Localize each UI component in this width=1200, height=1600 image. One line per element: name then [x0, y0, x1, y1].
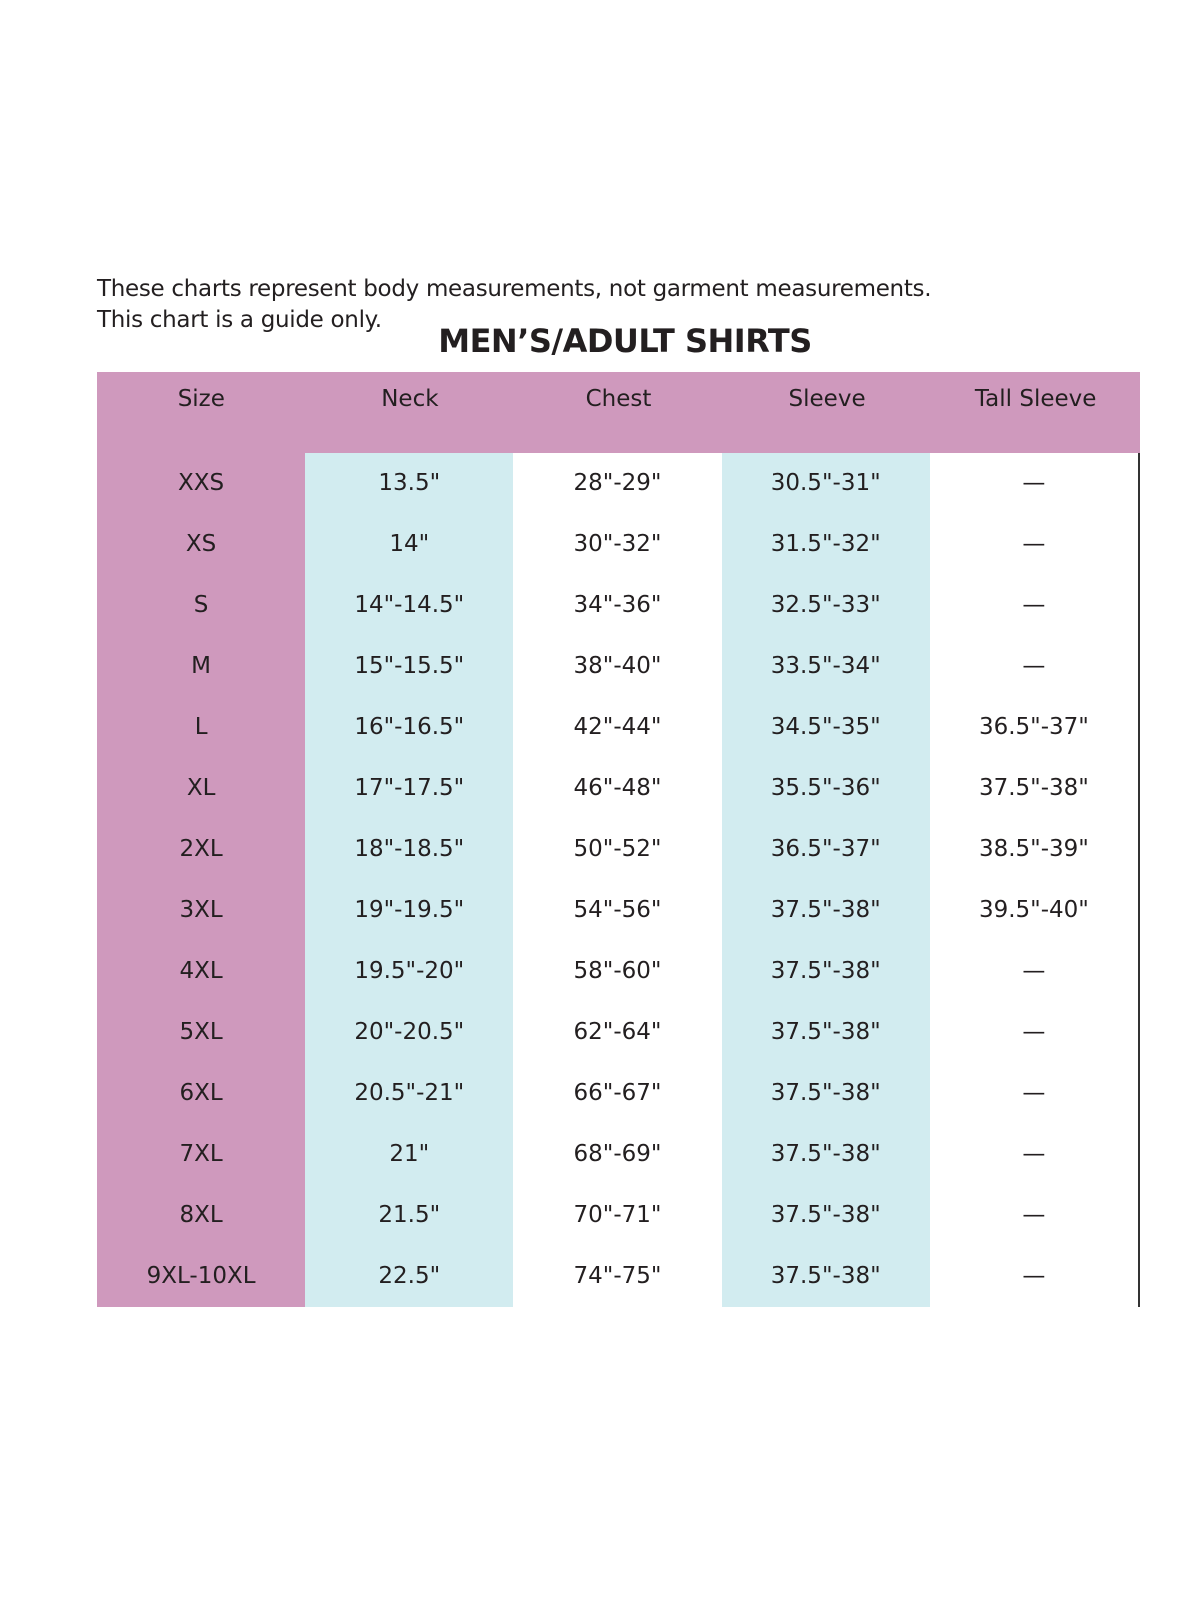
- cell-neck: 19"-19.5": [305, 880, 514, 941]
- table-row: 7XL 21" 68"-69" 37.5"-38" —: [97, 1124, 1138, 1185]
- cell-sleeve: 31.5"-32": [721, 514, 930, 575]
- cell-tall-sleeve: —: [1022, 1263, 1046, 1289]
- column-header-sleeve: Sleeve: [788, 386, 866, 412]
- cell-neck: 13.5": [305, 453, 514, 514]
- table-row: 9XL-10XL 22.5" 74"-75" 37.5"-38" —: [97, 1246, 1138, 1307]
- cell-tall-sleeve: —: [1022, 1202, 1046, 1228]
- cell-tall-sleeve: —: [1022, 1019, 1046, 1045]
- cell-chest: 62"-64": [573, 1019, 662, 1045]
- column-header-size: Size: [177, 386, 225, 412]
- column-header-chest: Chest: [585, 386, 652, 412]
- cell-sleeve: 30.5"-31": [721, 453, 930, 514]
- cell-sleeve: 37.5"-38": [721, 1002, 930, 1063]
- cell-size: S: [97, 575, 306, 636]
- cell-sleeve: 36.5"-37": [721, 819, 930, 880]
- table-row: 6XL 20.5"-21" 66"-67" 37.5"-38" —: [97, 1063, 1138, 1124]
- cell-sleeve: 33.5"-34": [721, 636, 930, 697]
- cell-neck: 19.5"-20": [305, 941, 514, 1002]
- cell-tall-sleeve: 39.5"-40": [978, 897, 1089, 923]
- cell-tall-sleeve: —: [1022, 531, 1046, 557]
- cell-chest: 58"-60": [573, 958, 662, 984]
- table-body: XXS 13.5" 28"-29" 30.5"-31" — XS 14" 30"-32" 31.…: [97, 453, 1140, 1307]
- cell-neck: 14"-14.5": [305, 575, 514, 636]
- cell-chest: 50"-52": [573, 836, 662, 862]
- cell-neck: 21": [305, 1124, 514, 1185]
- size-chart-table: Size Neck Chest Sleeve Tall Sleeve XXS 13.5" 2…: [97, 372, 1140, 1307]
- cell-chest: 30"-32": [573, 531, 662, 557]
- cell-size: XS: [97, 514, 306, 575]
- cell-chest: 46"-48": [573, 775, 662, 801]
- cell-sleeve: 37.5"-38": [721, 1246, 930, 1307]
- cell-size: 2XL: [97, 819, 306, 880]
- note-line: This chart is a guide only.: [97, 307, 382, 333]
- cell-chest: 42"-44": [573, 714, 662, 740]
- cell-tall-sleeve: —: [1022, 653, 1046, 679]
- cell-neck: 21.5": [305, 1185, 514, 1246]
- cell-sleeve: 37.5"-38": [721, 1124, 930, 1185]
- cell-chest: 66"-67": [573, 1080, 662, 1106]
- cell-neck: 15"-15.5": [305, 636, 514, 697]
- cell-neck: 20.5"-21": [305, 1063, 514, 1124]
- cell-neck: 14": [305, 514, 514, 575]
- cell-chest: 74"-75": [573, 1263, 662, 1289]
- table-row: 5XL 20"-20.5" 62"-64" 37.5"-38" —: [97, 1002, 1138, 1063]
- cell-size: XXS: [97, 453, 306, 514]
- table-row: XL 17"-17.5" 46"-48" 35.5"-36" 37.5"-38": [97, 758, 1138, 819]
- cell-tall-sleeve: —: [1022, 1141, 1046, 1167]
- cell-sleeve: 37.5"-38": [721, 1185, 930, 1246]
- cell-chest: 54"-56": [573, 897, 662, 923]
- table-row: XXS 13.5" 28"-29" 30.5"-31" —: [97, 453, 1138, 514]
- column-header-neck: Neck: [381, 386, 439, 412]
- cell-sleeve: 37.5"-38": [721, 880, 930, 941]
- cell-neck: 18"-18.5": [305, 819, 514, 880]
- cell-size: 6XL: [97, 1063, 306, 1124]
- cell-neck: 16"-16.5": [305, 697, 514, 758]
- column-header-tall-sleeve: Tall Sleeve: [974, 386, 1097, 412]
- cell-chest: 68"-69": [573, 1141, 662, 1167]
- table-row: 3XL 19"-19.5" 54"-56" 37.5"-38" 39.5"-40": [97, 880, 1138, 941]
- note-line: These charts represent body measurements…: [97, 276, 932, 302]
- table-row: XS 14" 30"-32" 31.5"-32" —: [97, 514, 1138, 575]
- cell-sleeve: 32.5"-33": [721, 575, 930, 636]
- cell-sleeve: 34.5"-35": [721, 697, 930, 758]
- cell-sleeve: 35.5"-36": [721, 758, 930, 819]
- table-row: 4XL 19.5"-20" 58"-60" 37.5"-38" —: [97, 941, 1138, 1002]
- cell-size: 5XL: [97, 1002, 306, 1063]
- cell-size: 4XL: [97, 941, 306, 1002]
- cell-tall-sleeve: —: [1022, 470, 1046, 496]
- cell-tall-sleeve: 38.5"-39": [978, 836, 1089, 862]
- table-row: M 15"-15.5" 38"-40" 33.5"-34" —: [97, 636, 1138, 697]
- cell-sleeve: 37.5"-38": [721, 1063, 930, 1124]
- cell-size: 3XL: [97, 880, 306, 941]
- cell-tall-sleeve: —: [1022, 592, 1046, 618]
- cell-chest: 38"-40": [573, 653, 662, 679]
- cell-chest: 28"-29": [573, 470, 662, 496]
- table-row: 2XL 18"-18.5" 50"-52" 36.5"-37" 38.5"-39": [97, 819, 1138, 880]
- cell-size: 7XL: [97, 1124, 306, 1185]
- cell-neck: 20"-20.5": [305, 1002, 514, 1063]
- cell-chest: 70"-71": [573, 1202, 662, 1228]
- chart-title: MEN’S/ADULT SHIRTS: [438, 322, 812, 360]
- cell-tall-sleeve: 36.5"-37": [978, 714, 1089, 740]
- table-row: 8XL 21.5" 70"-71" 37.5"-38" —: [97, 1185, 1138, 1246]
- cell-tall-sleeve: —: [1022, 1080, 1046, 1106]
- cell-tall-sleeve: 37.5"-38": [978, 775, 1089, 801]
- cell-chest: 34"-36": [573, 592, 662, 618]
- cell-size: XL: [97, 758, 306, 819]
- cell-sleeve: 37.5"-38": [721, 941, 930, 1002]
- cell-neck: 17"-17.5": [305, 758, 514, 819]
- cell-size: M: [97, 636, 306, 697]
- table-row: L 16"-16.5" 42"-44" 34.5"-35" 36.5"-37": [97, 697, 1138, 758]
- cell-neck: 22.5": [305, 1246, 514, 1307]
- disclaimer-note: These charts represent body measurements…: [97, 274, 932, 336]
- cell-tall-sleeve: —: [1022, 958, 1046, 984]
- table-header: Size Neck Chest Sleeve Tall Sleeve: [97, 372, 1140, 453]
- table-row: S 14"-14.5" 34"-36" 32.5"-33" —: [97, 575, 1138, 636]
- cell-size: 9XL-10XL: [97, 1246, 306, 1307]
- cell-size: 8XL: [97, 1185, 306, 1246]
- cell-size: L: [97, 697, 306, 758]
